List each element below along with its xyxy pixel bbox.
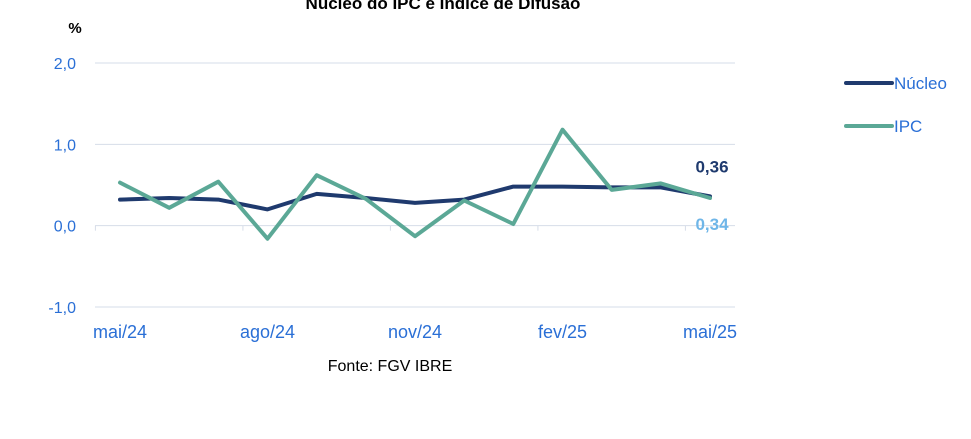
y-tick-label: -1,0 [48, 300, 76, 317]
y-axis-unit-label: % [68, 20, 81, 37]
x-tick-label: fev/25 [538, 322, 587, 342]
x-tick-label: mai/25 [683, 322, 737, 342]
x-tick-label: ago/24 [240, 322, 295, 342]
data-label: 0,36 [695, 157, 728, 176]
x-tick-label: nov/24 [388, 322, 442, 342]
data-label: 0,34 [695, 215, 729, 234]
chart-title: Núcleo do IPC e Índice de Difusão [306, 0, 581, 13]
legend-label: Núcleo [894, 74, 947, 93]
series-lines [118, 127, 712, 241]
x-tick-label: mai/24 [93, 322, 147, 342]
data-labels: 0,36 0,34 [695, 157, 729, 234]
legend-label: IPC [894, 117, 922, 136]
series-line-ipc [118, 127, 712, 241]
gridlines [94, 62, 735, 308]
y-tick-label: 2,0 [54, 56, 76, 73]
y-tick-label: 1,0 [54, 137, 76, 154]
y-tick-label: 0,0 [54, 219, 76, 236]
y-axis-ticks: 2,0 1,0 0,0 -1,0 [48, 56, 76, 317]
legend: Núcleo IPC [844, 74, 947, 136]
source-note: Fonte: FGV IBRE [328, 358, 452, 375]
x-axis-ticks: mai/24 ago/24 nov/24 fev/25 mai/25 [93, 322, 737, 342]
